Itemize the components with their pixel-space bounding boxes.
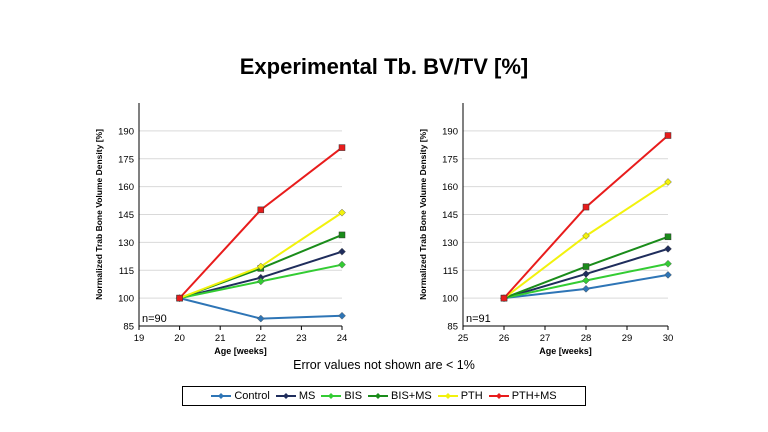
x-tick-label: 23: [296, 333, 307, 344]
legend-swatch: [275, 393, 296, 399]
y-tick-label: 160: [442, 182, 458, 193]
legend-item: PTH: [437, 390, 483, 402]
y-tick-label: 130: [442, 238, 458, 249]
data-point: [664, 178, 672, 186]
y-tick-label: 175: [118, 154, 134, 165]
data-point: [582, 270, 590, 278]
data-point: [338, 260, 346, 269]
sample-size-label: n=90: [142, 313, 167, 325]
legend-swatch: [368, 393, 389, 399]
y-axis-label: Normalized Trab Bone Volume Density [%]: [418, 129, 428, 300]
x-tick-label: 24: [337, 333, 348, 344]
legend-label: PTH: [460, 390, 483, 402]
data-point: [256, 277, 265, 286]
data-point: [338, 208, 346, 217]
y-tick-label: 85: [447, 322, 458, 333]
data-point: [582, 276, 590, 285]
x-tick-label: 20: [174, 333, 185, 344]
x-tick-label: 29: [622, 333, 633, 344]
legend-swatch: [321, 393, 342, 399]
data-point: [582, 284, 590, 293]
legend-item: PTH+MS: [488, 390, 557, 402]
data-point: [664, 259, 672, 268]
data-point: [582, 203, 590, 211]
legend-label: MS: [298, 390, 316, 402]
chart-legend: Control MS BIS BIS+MS PTH PTH+MS: [182, 386, 586, 406]
y-tick-label: 85: [123, 322, 134, 333]
legend-label: Control: [234, 390, 270, 402]
data-point: [176, 294, 183, 302]
data-point: [338, 231, 346, 239]
legend-item: Control: [211, 390, 270, 402]
legend-item: BIS+MS: [368, 390, 432, 402]
legend-label: PTH+MS: [511, 390, 557, 402]
x-tick-label: 26: [499, 333, 510, 344]
data-point: [338, 247, 346, 256]
legend-item: MS: [275, 390, 316, 402]
legend-label: BIS: [344, 390, 363, 402]
data-point: [338, 144, 346, 151]
y-tick-label: 160: [118, 182, 134, 193]
legend-label: BIS+MS: [391, 390, 432, 402]
x-tick-label: 22: [256, 333, 267, 344]
legend-swatch: [437, 393, 458, 399]
data-point: [338, 311, 346, 320]
legend-item: BIS: [321, 390, 362, 402]
data-point: [256, 314, 265, 323]
y-tick-label: 115: [443, 266, 458, 277]
data-point: [257, 206, 265, 214]
y-tick-label: 130: [118, 238, 134, 249]
data-point: [256, 262, 265, 271]
y-tick-label: 190: [442, 126, 458, 137]
y-tick-label: 190: [118, 126, 134, 137]
legend-swatch: [211, 393, 232, 399]
data-point: [582, 232, 590, 240]
x-tick-label: 25: [458, 333, 469, 344]
x-tick-label: 21: [215, 333, 226, 344]
y-tick-label: 100: [442, 294, 458, 305]
x-tick-label: 28: [581, 333, 592, 344]
y-tick-label: 175: [442, 154, 458, 165]
y-tick-label: 100: [118, 294, 134, 305]
page-title: Experimental Tb. BV/TV [%]: [239, 54, 529, 79]
series-line-pth: [179, 211, 343, 300]
data-point: [664, 233, 672, 241]
y-tick-label: 115: [119, 266, 134, 277]
x-tick-label: 27: [540, 333, 551, 344]
x-tick-label: 30: [663, 333, 674, 344]
x-axis-label: Age [weeks]: [539, 346, 592, 356]
data-point: [664, 271, 672, 279]
data-point: [664, 132, 672, 139]
x-tick-label: 19: [134, 333, 145, 344]
error-note: Error values not shown are < 1%: [293, 358, 475, 372]
data-point: [500, 294, 508, 302]
data-point: [582, 263, 590, 270]
x-axis-label: Age [weeks]: [214, 346, 267, 356]
sample-size-label: n=91: [466, 313, 491, 325]
y-tick-label: 145: [442, 210, 458, 221]
y-axis-label: Normalized Trab Bone Volume Density [%]: [94, 129, 104, 300]
data-point: [664, 245, 672, 253]
legend-swatch: [488, 393, 509, 399]
y-tick-label: 145: [118, 210, 134, 221]
